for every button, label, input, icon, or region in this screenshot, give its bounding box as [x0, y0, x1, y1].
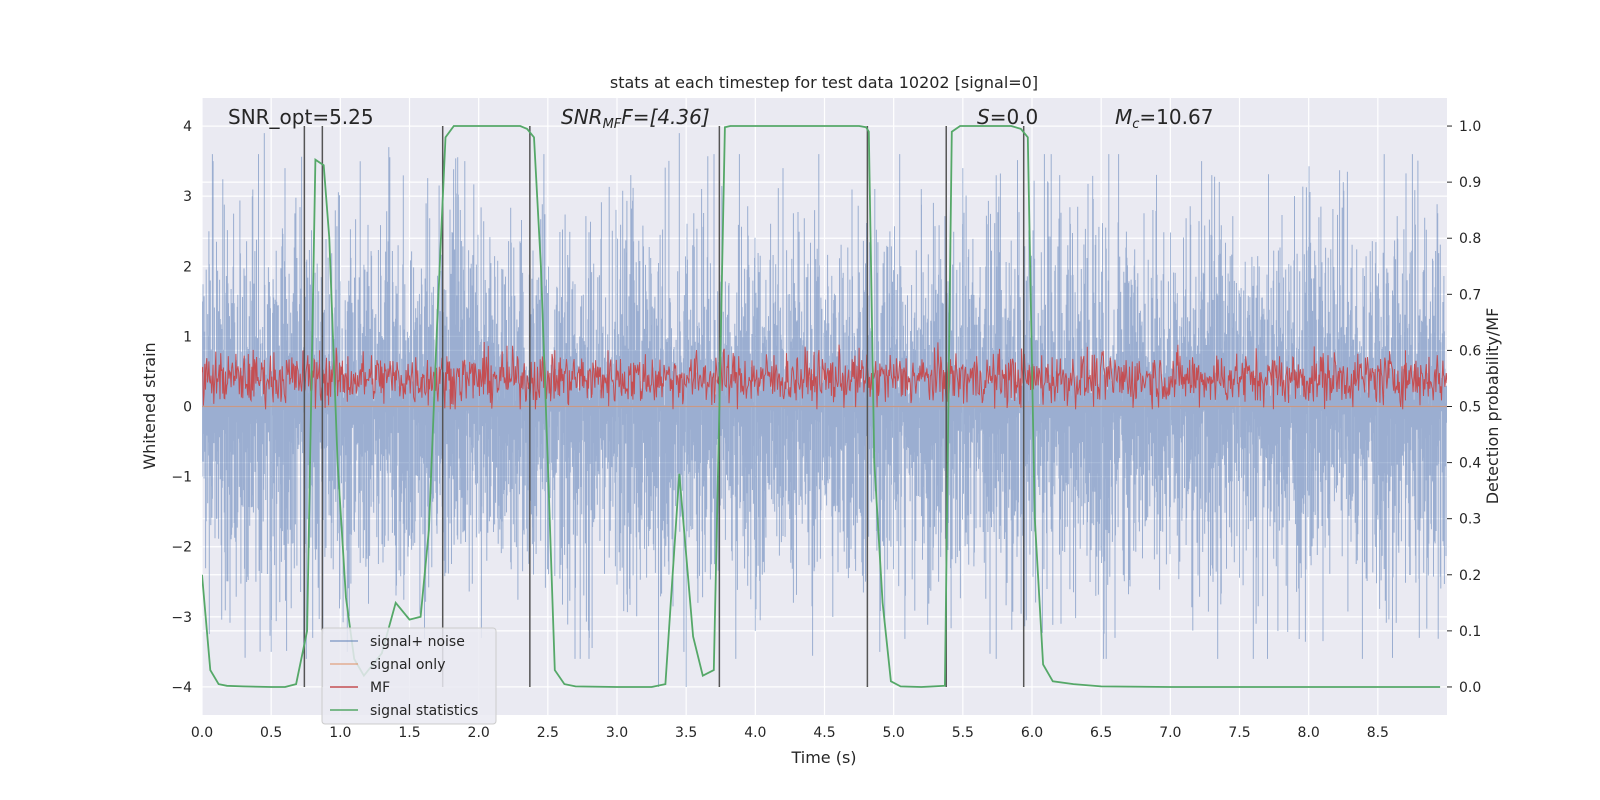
- x-tick-label: 6.0: [1021, 725, 1043, 741]
- x-tick-label: 8.0: [1298, 725, 1320, 741]
- y-tick-label: 1: [183, 329, 192, 345]
- annotation-mc-sub: c: [1132, 117, 1139, 132]
- legend-label-signal-noise: signal+ noise: [370, 634, 465, 650]
- legend-label-signal-statistics: signal statistics: [370, 703, 478, 719]
- x-tick-label: 0.0: [191, 725, 213, 741]
- x-tick-label: 7.0: [1159, 725, 1181, 741]
- legend: signal+ noise signal only MF signal stat…: [321, 627, 497, 725]
- right-tick-label: 0.1: [1459, 624, 1481, 640]
- chart-title: stats at each timestep for test data 102…: [610, 73, 1038, 92]
- legend-label-signal-only: signal only: [370, 657, 445, 673]
- x-axis-ticks: 0.0 0.5 1.0 1.5 2.0 2.5 3.0 3.5 4.0 4.5 5.0 5.5 6.0 6…: [191, 725, 1389, 741]
- right-tick-label: 0.7: [1459, 287, 1481, 303]
- x-tick-label: 0.5: [260, 725, 282, 741]
- signal-statistics-line: [202, 125, 1441, 688]
- annotation-mc: Mc=10.67: [1115, 105, 1213, 132]
- y-tick-label: 3: [183, 189, 192, 205]
- annotation-mc-var: M: [1115, 105, 1132, 129]
- x-tick-label: 8.5: [1367, 725, 1389, 741]
- x-tick-label: 2.0: [468, 725, 490, 741]
- x-tick-label: 5.5: [952, 725, 974, 741]
- annotation-snr-mf-sub: MF: [603, 117, 622, 132]
- right-axis-label: Detection probability/MF: [1483, 308, 1502, 505]
- y-tick-label: −3: [171, 610, 192, 626]
- right-tick-label: 1.0: [1459, 119, 1481, 135]
- annotation-snr-opt: SNR_opt=5.25: [228, 105, 374, 129]
- y-tick-label: 0: [183, 400, 192, 416]
- y-tick-label: 2: [183, 259, 192, 275]
- legend-box: [321, 627, 497, 725]
- annotation-snr-mf: SNRMFF=[4.36]: [561, 105, 710, 132]
- x-tick-label: 2.5: [537, 725, 559, 741]
- x-tick-label: 1.0: [329, 725, 351, 741]
- x-tick-label: 6.5: [1090, 725, 1112, 741]
- y-tick-label: −1: [171, 470, 192, 486]
- right-tick-label: 0.5: [1459, 400, 1481, 416]
- annotation-snr-mf-base: SNR: [561, 105, 603, 129]
- annotation-s-var: S: [977, 105, 990, 129]
- x-axis-label: Time (s): [790, 748, 856, 767]
- right-tick-label: 0.0: [1459, 680, 1481, 696]
- annotation-mc-rest: =10.67: [1139, 105, 1213, 129]
- annotation-s: S=0.0: [977, 105, 1038, 129]
- y-tick-label: −4: [171, 680, 192, 696]
- x-tick-label: 4.5: [813, 725, 835, 741]
- right-axis-ticks: 0.0 0.1 0.2 0.3 0.4 0.5 0.6 0.7 0.8 0.9 1.0: [1447, 119, 1481, 696]
- right-tick-label: 0.3: [1459, 512, 1481, 528]
- y-tick-label: 4: [183, 119, 192, 135]
- y-axis-ticks: −4 −3 −2 −1 0 1 2 3 4: [171, 119, 192, 696]
- y-tick-label: −2: [171, 540, 192, 556]
- signal-statistics-series: [202, 125, 1441, 688]
- right-tick-label: 0.6: [1459, 343, 1481, 359]
- y-axis-label: Whitened strain: [140, 342, 159, 469]
- x-tick-label: 5.0: [883, 725, 905, 741]
- right-tick-label: 0.2: [1459, 568, 1481, 584]
- x-tick-label: 7.5: [1228, 725, 1250, 741]
- annotation-s-rest: =0.0: [990, 105, 1039, 129]
- x-tick-label: 1.5: [398, 725, 420, 741]
- x-tick-label: 4.0: [744, 725, 766, 741]
- annotation-snr-mf-rest: F=[4.36]: [621, 105, 709, 129]
- right-tick-label: 0.4: [1459, 456, 1481, 472]
- legend-label-mf: MF: [370, 680, 390, 696]
- x-tick-label: 3.5: [675, 725, 697, 741]
- x-tick-label: 3.0: [606, 725, 628, 741]
- right-tick-label: 0.8: [1459, 231, 1481, 247]
- right-tick-label: 0.9: [1459, 175, 1481, 191]
